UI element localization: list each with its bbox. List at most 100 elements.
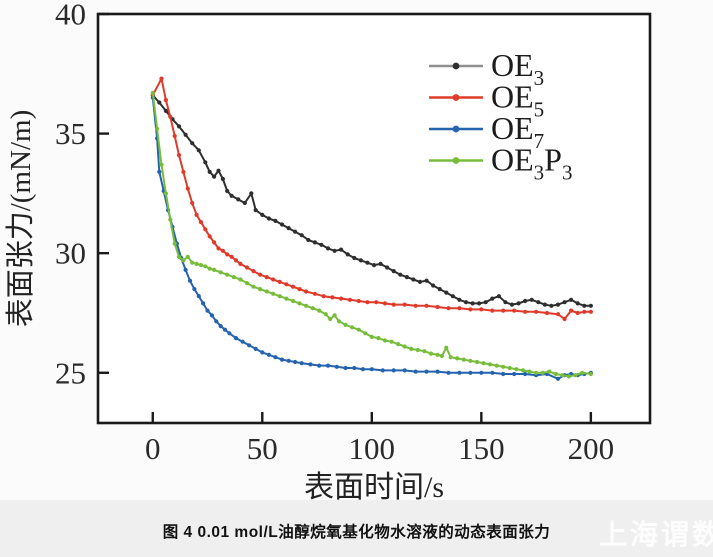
data-point [220,176,225,182]
data-point [264,289,269,294]
data-point [150,90,155,95]
data-point [176,124,182,129]
data-point [244,281,250,286]
data-point [181,169,186,174]
data-point [529,297,534,302]
data-point [328,316,333,322]
data-point [411,277,416,282]
data-point [358,258,363,263]
legend-label: OE3 [491,47,544,90]
data-point [251,269,256,274]
data-point [212,267,217,272]
data-point [163,191,168,196]
data-point [284,296,289,301]
data-point [319,242,324,247]
data-point [463,300,469,305]
data-point [214,319,219,324]
data-point [258,272,263,277]
data-point [534,370,539,375]
data-point [461,357,466,362]
data-point [424,278,429,283]
data-point [343,365,348,371]
legend-marker [452,125,460,133]
data-point [196,294,201,299]
data-point [297,287,302,292]
data-point [332,248,337,253]
data-point [580,370,585,375]
data-point [207,234,212,239]
data-point [402,302,407,307]
data-point [212,174,217,179]
data-point [198,263,204,268]
data-point [325,246,331,251]
data-point [312,291,317,296]
data-point [339,247,344,252]
data-point [527,369,532,374]
data-point [306,237,311,243]
data-point [181,258,186,263]
x-axis-title: 表面时间/s [304,471,444,500]
data-point [422,349,427,354]
data-point [391,269,396,274]
data-point [435,369,440,374]
data-point [444,290,449,295]
data-point [203,160,208,165]
data-point [555,376,561,381]
data-point [555,302,561,307]
data-point [258,287,263,292]
data-point [244,265,250,270]
data-point [450,294,455,299]
data-point [404,275,409,280]
data-point [520,368,526,373]
data-point [562,316,567,322]
series-OE3 [150,93,594,308]
data-point [477,301,482,306]
data-point [242,200,247,206]
data-point [290,298,296,304]
data-point [424,303,429,308]
data-point [588,371,594,377]
data-point [222,327,228,332]
y-tick-label: 25 [55,355,86,390]
data-point [437,287,442,292]
data-point [415,347,420,353]
data-point [190,141,195,146]
data-point [218,324,223,329]
data-point [402,368,407,373]
data-point [321,294,326,299]
legend-entry-OE3: OE3 [429,47,544,90]
data-point [365,300,370,305]
data-point [286,358,291,363]
data-point [216,168,221,173]
data-point [345,252,350,257]
data-point [385,265,390,270]
data-point [431,283,436,288]
data-point [304,289,309,294]
caption-band: 图 4 0.01 mol/L油醇烷氧基化物水溶液的动态表面张力 上海谓数 [0,500,713,557]
data-point [323,312,328,317]
data-point [299,233,304,238]
data-point [457,306,462,311]
data-point [229,193,234,198]
data-point [253,208,258,213]
data-point [588,309,594,314]
plot-area [98,14,650,423]
data-point [209,313,214,318]
data-point [157,169,162,174]
legend-entry-OE3P3: OE3P3 [429,142,572,185]
data-point [494,363,499,368]
data-point [253,346,258,351]
data-point [343,322,348,327]
x-tick-label: 200 [568,431,615,466]
legend-marker [452,157,460,164]
data-point [439,353,444,359]
data-point [457,370,462,375]
data-point [468,307,473,312]
data-point [389,339,394,344]
data-point [190,200,195,206]
data-point [555,312,561,317]
data-point [468,370,473,375]
data-point [336,319,342,324]
data-point [378,261,383,266]
